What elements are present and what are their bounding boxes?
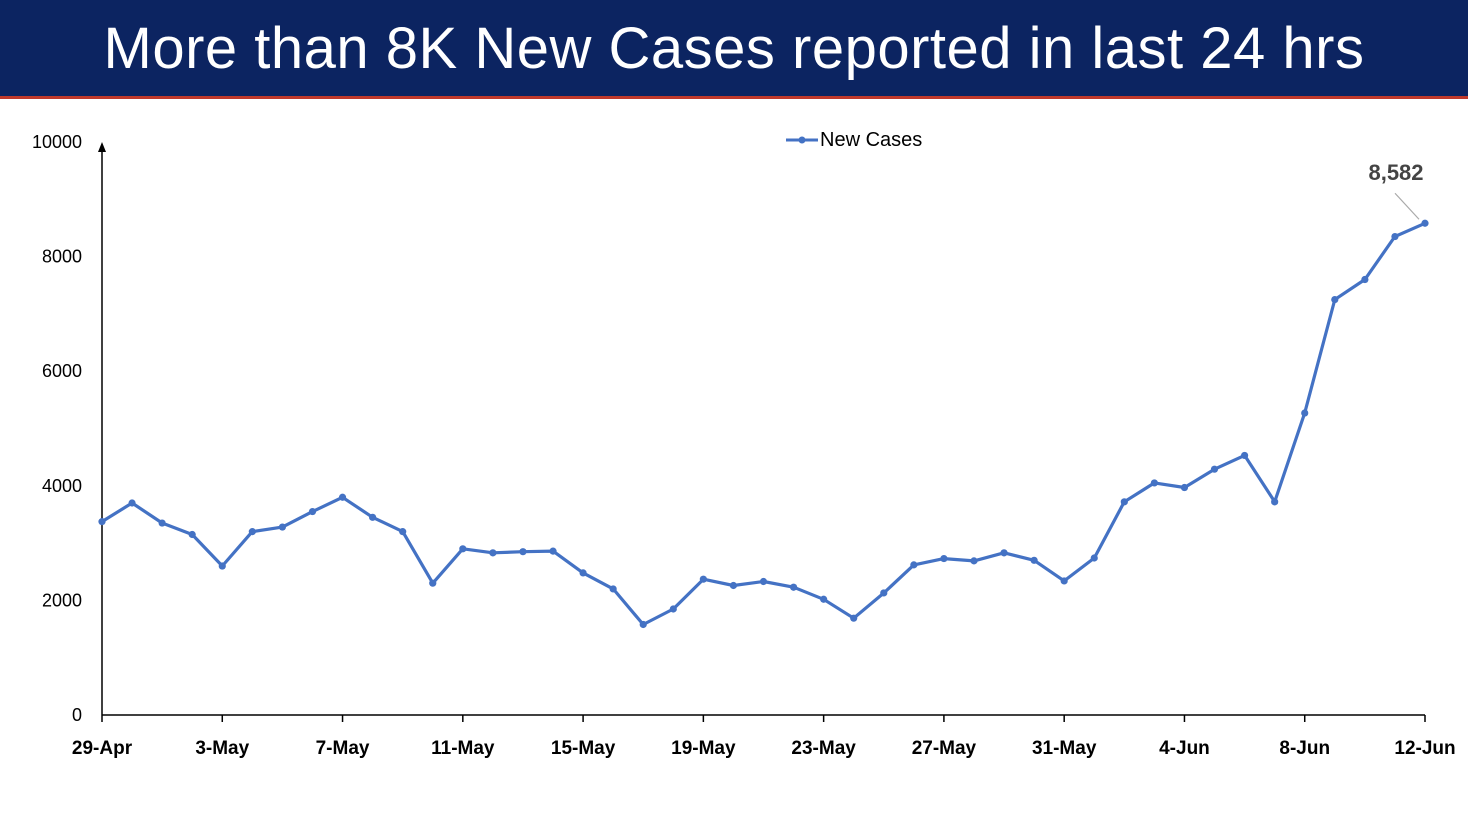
data-point [1120,498,1128,506]
data-point [970,557,978,565]
x-tick-label: 11-May [431,738,495,759]
data-point [1361,275,1369,284]
data-point [459,545,467,553]
data-point [98,518,106,526]
x-tick-label: 15-May [551,738,616,759]
y-tick-label: 4000 [42,476,82,496]
data-point [729,581,738,590]
x-axis-ticks: 29-Apr 3-May 7-May 11-May 15-May 19-May 23-May… [72,715,1456,759]
line-chart: 0 2000 4000 6000 8000 10000 29-Apr 3-May 7-May 1… [32,129,1456,759]
data-point [549,547,557,555]
data-point [850,614,858,622]
series-line-new-cases [101,221,1426,627]
data-point [1030,556,1038,564]
data-point [369,513,377,521]
x-tick-label: 7-May [316,738,370,759]
y-axis-arrow [98,142,106,152]
x-tick-label: 19-May [671,738,736,759]
data-point [910,561,918,569]
chart-annotations: 8,582 [1368,160,1424,220]
legend-swatch-marker [798,136,806,144]
x-tick-label: 3-May [195,738,249,759]
data-point [489,549,497,557]
chart-legend: New Cases [786,129,922,151]
annotation-last-value: 8,582 [1368,160,1423,185]
data-point [188,530,196,539]
data-point [519,548,527,556]
data-point [880,589,888,597]
x-tick-label: 8-Jun [1279,738,1330,759]
data-point [158,519,166,527]
x-tick-label: 4-Jun [1159,738,1210,759]
x-tick-label: 31-May [1032,738,1097,759]
data-point [820,595,828,603]
data-point [1210,465,1219,473]
y-tick-label: 8000 [42,247,82,267]
y-tick-label: 2000 [42,590,82,610]
data-point [278,523,287,531]
data-point [789,583,798,591]
x-tick-label: 29-Apr [72,738,133,759]
data-point [759,577,768,586]
data-point [218,562,226,570]
legend-label: New Cases [820,129,922,151]
title-banner: More than 8K New Cases reported in last … [0,0,1468,96]
y-tick-label: 10000 [32,132,82,152]
x-tick-label: 27-May [912,738,977,759]
annotation-leader-line [1394,192,1420,220]
data-point [1060,577,1068,585]
page-title: More than 8K New Cases reported in last … [103,15,1365,81]
data-point [1271,498,1279,506]
data-point [1421,219,1429,227]
data-point [669,605,677,613]
data-point [1301,409,1309,417]
data-point [699,575,707,583]
data-point [639,620,647,629]
data-point [1000,549,1008,557]
data-point [1180,483,1189,492]
data-point [128,499,136,507]
banner-divider [0,96,1468,99]
data-point [1150,479,1158,487]
data-point [609,585,617,593]
x-tick-label: 23-May [791,738,856,759]
data-point [1391,232,1399,241]
data-point [579,569,587,577]
y-tick-label: 0 [72,705,82,725]
data-point [308,507,317,516]
chart-axes [98,142,1425,716]
x-tick-label: 12-Jun [1394,738,1455,759]
data-point [429,579,437,587]
data-point [248,528,256,536]
data-point [1090,554,1098,562]
data-point [1331,295,1339,304]
y-axis-ticks: 0 2000 4000 6000 8000 10000 [32,132,82,725]
data-point [1240,451,1249,460]
data-point [338,493,347,501]
y-tick-label: 6000 [42,361,82,381]
series-new-cases [98,219,1429,629]
data-point [399,528,407,536]
data-point [940,554,948,563]
